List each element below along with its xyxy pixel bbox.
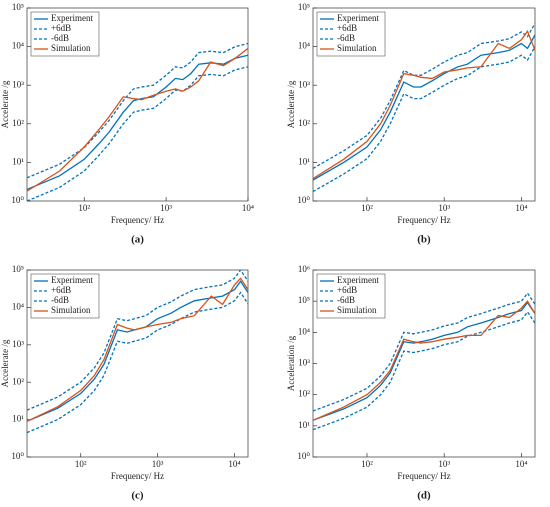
y-tick-label: 10⁴ [12, 41, 24, 51]
legend-label: +6dB [337, 23, 357, 33]
caption: (d) [417, 490, 431, 502]
series-line [27, 277, 248, 422]
legend-label: -6dB [51, 295, 69, 305]
legend-label: Experiment [337, 13, 379, 23]
series-line [313, 310, 535, 431]
y-tick-label: 10⁵ [298, 2, 310, 12]
series-line [313, 300, 535, 421]
series-line [27, 280, 248, 422]
legend-label: Simulation [51, 43, 91, 53]
x-axis-label: Frequency/ Hz [111, 215, 164, 225]
plot-area [27, 42, 248, 201]
axes-frame [26, 269, 249, 458]
x-tick-label: 10⁴ [515, 459, 527, 469]
y-tick-label: 10⁵ [12, 2, 24, 12]
y-tick-label: 10² [298, 118, 310, 128]
series-line [27, 47, 248, 192]
y-tick-label: 10⁰ [11, 451, 24, 461]
y-tick-label: 10¹ [12, 156, 24, 166]
y-tick-label: 10³ [298, 358, 310, 368]
y-axis-label: Accelerate /g [0, 339, 10, 387]
x-tick-label: 10³ [160, 203, 172, 213]
y-tick-label: 10⁵ [298, 295, 310, 305]
caption: (b) [417, 234, 431, 246]
x-tick-label: 10² [361, 459, 373, 469]
axes-frame [26, 7, 249, 202]
legend-label: Experiment [51, 13, 93, 23]
y-axis-label: Acceleration /g [286, 335, 296, 391]
caption: (a) [131, 234, 144, 246]
y-tick-label: 10⁴ [298, 326, 310, 336]
x-axis-label: Frequency/ Hz [397, 215, 450, 225]
x-axis-label: Frequency/ Hz [111, 471, 164, 481]
legend-label: Simulation [51, 305, 91, 315]
axes-frame [312, 7, 536, 202]
legend-label: Simulation [337, 305, 377, 315]
series-line [27, 66, 248, 201]
series-line [313, 46, 535, 193]
x-tick-label: 10² [361, 203, 373, 213]
legend-label: +6dB [51, 285, 71, 295]
series-line [313, 34, 535, 181]
legend-label: -6dB [337, 33, 355, 43]
legend-label: Experiment [51, 275, 93, 285]
y-tick-label: 10⁰ [297, 451, 310, 461]
x-tick-label: 10³ [438, 459, 450, 469]
plot-area [313, 23, 535, 193]
y-tick-label: 10¹ [298, 156, 310, 166]
series-line [313, 292, 535, 412]
legend-label: -6dB [51, 33, 69, 43]
y-tick-label: 10² [298, 389, 310, 399]
series-line [313, 301, 535, 421]
y-tick-label: 10⁴ [12, 301, 24, 311]
legend-label: -6dB [337, 295, 355, 305]
legend-label: Simulation [337, 43, 377, 53]
y-tick-label: 10² [12, 376, 24, 386]
x-tick-label: 10² [78, 203, 90, 213]
plot-area [27, 270, 248, 434]
y-tick-label: 10³ [298, 79, 310, 89]
x-axis-label: Frequency/ Hz [397, 471, 450, 481]
y-tick-label: 10⁰ [11, 195, 24, 205]
x-tick-label: 10³ [438, 203, 450, 213]
x-tick-label: 10⁴ [242, 203, 254, 213]
y-tick-label: 10¹ [12, 414, 24, 424]
y-tick-label: 10³ [12, 79, 24, 89]
legend-label: Experiment [337, 275, 379, 285]
legend-label: +6dB [337, 285, 357, 295]
y-tick-label: 10⁶ [298, 264, 310, 274]
series-line [27, 42, 248, 179]
x-tick-label: 10² [75, 459, 87, 469]
y-tick-label: 10⁴ [298, 41, 310, 51]
y-tick-label: 10² [12, 118, 24, 128]
y-tick-label: 10³ [12, 339, 24, 349]
y-axis-label: Accelerate /g [0, 80, 10, 128]
series-line [313, 29, 535, 180]
y-tick-label: 10¹ [298, 420, 310, 430]
y-tick-label: 10⁰ [297, 195, 310, 205]
x-tick-label: 10⁴ [228, 459, 240, 469]
y-axis-label: Accelerate /g [286, 80, 296, 128]
legend-label: +6dB [51, 23, 71, 33]
series-line [27, 291, 248, 434]
y-tick-label: 10⁵ [12, 264, 24, 274]
series-line [27, 270, 248, 411]
x-tick-label: 10⁴ [515, 203, 527, 213]
caption: (c) [131, 490, 144, 502]
x-tick-label: 10³ [152, 459, 164, 469]
plot-area [313, 292, 535, 431]
series-line [313, 23, 535, 169]
